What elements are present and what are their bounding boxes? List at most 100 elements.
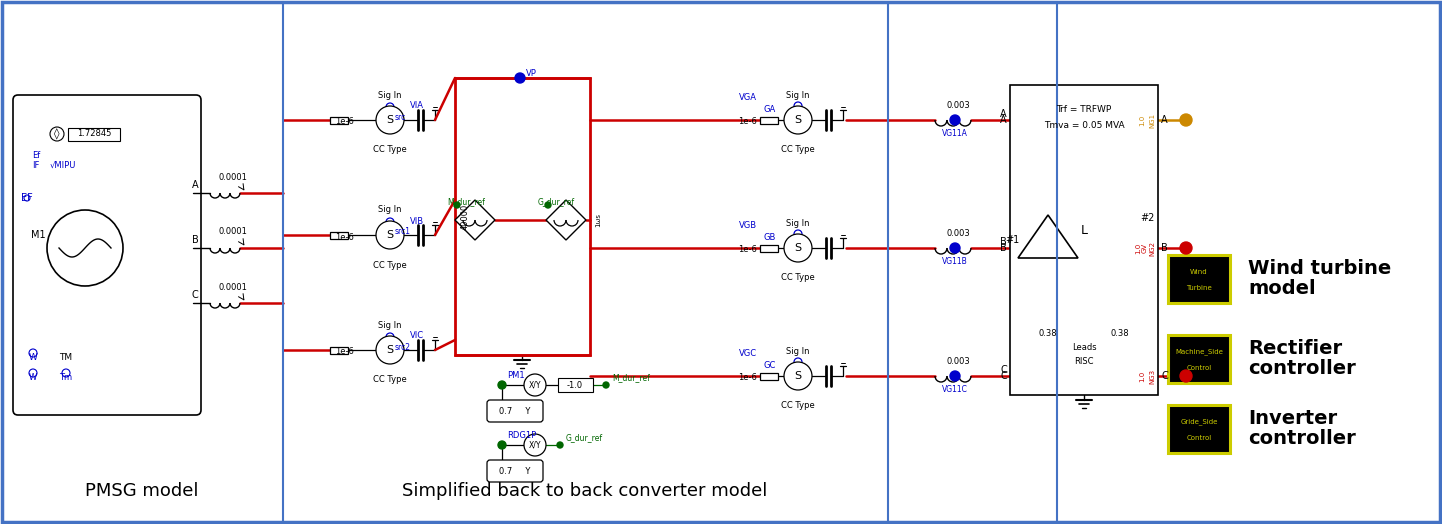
Text: PM1: PM1 <box>508 370 525 379</box>
Circle shape <box>515 73 525 83</box>
Text: Trf = TRFWP: Trf = TRFWP <box>1057 105 1112 115</box>
Circle shape <box>795 102 802 110</box>
FancyBboxPatch shape <box>487 460 544 482</box>
Circle shape <box>523 434 547 456</box>
Text: Sig In: Sig In <box>786 91 810 100</box>
Circle shape <box>545 202 551 208</box>
Circle shape <box>386 333 394 341</box>
Bar <box>1168 405 1230 453</box>
Text: TM: TM <box>59 354 72 363</box>
Text: 0.38: 0.38 <box>1110 329 1129 337</box>
Text: NG3: NG3 <box>1149 368 1155 384</box>
Text: 1e-6: 1e-6 <box>738 117 757 126</box>
Text: B: B <box>1001 237 1007 247</box>
Text: Sig In: Sig In <box>786 346 810 355</box>
Text: CC Type: CC Type <box>782 146 815 155</box>
Text: CC Type: CC Type <box>373 376 407 385</box>
Circle shape <box>523 374 547 396</box>
Text: Turbine: Turbine <box>1187 285 1211 291</box>
Text: Wind: Wind <box>1190 269 1208 275</box>
Polygon shape <box>547 200 585 240</box>
Text: 1.0: 1.0 <box>1139 114 1145 126</box>
Text: 0.7     Y: 0.7 Y <box>499 407 531 416</box>
Bar <box>68 128 120 141</box>
Text: Wind turbine: Wind turbine <box>1247 258 1392 278</box>
Text: M_dur_ref: M_dur_ref <box>447 198 485 206</box>
Text: 1e-6: 1e-6 <box>738 374 757 383</box>
Text: 0.003: 0.003 <box>946 102 970 111</box>
Text: VG11A: VG11A <box>942 128 968 137</box>
Circle shape <box>386 218 394 226</box>
Text: NG2: NG2 <box>1149 241 1155 256</box>
Text: VIC: VIC <box>410 332 424 341</box>
Text: src: src <box>395 113 407 122</box>
Circle shape <box>795 358 802 366</box>
Circle shape <box>950 115 960 125</box>
Text: RDG1P: RDG1P <box>508 431 536 440</box>
Text: GB: GB <box>764 233 776 242</box>
Text: Inverter: Inverter <box>1247 409 1337 428</box>
Text: GV: GV <box>1142 243 1148 253</box>
Bar <box>558 378 593 392</box>
Circle shape <box>795 230 802 238</box>
Text: √MIPU: √MIPU <box>50 160 76 169</box>
Text: PMSG model: PMSG model <box>85 482 199 500</box>
Text: S: S <box>386 230 394 240</box>
Text: VP: VP <box>526 69 536 78</box>
Text: VIB: VIB <box>410 216 424 225</box>
Text: 0.7     Y: 0.7 Y <box>499 466 531 475</box>
Text: Ef: Ef <box>32 150 40 159</box>
Text: NG1: NG1 <box>1149 113 1155 127</box>
Text: 1e-6: 1e-6 <box>336 117 355 126</box>
Text: VGC: VGC <box>738 350 757 358</box>
Bar <box>456 78 590 355</box>
Text: src1: src1 <box>395 227 411 236</box>
Text: W: W <box>29 374 37 383</box>
Text: A: A <box>192 180 199 190</box>
Text: -1.0: -1.0 <box>567 380 583 389</box>
Text: 0.003: 0.003 <box>946 230 970 238</box>
Text: S: S <box>386 115 394 125</box>
Text: Sig In: Sig In <box>378 205 402 214</box>
Text: M1: M1 <box>30 230 45 240</box>
Text: RISC: RISC <box>1074 357 1093 366</box>
Circle shape <box>784 106 812 134</box>
Text: C: C <box>192 290 199 300</box>
Text: 1.72845: 1.72845 <box>76 129 111 138</box>
Text: IF: IF <box>32 160 39 169</box>
Text: GA: GA <box>764 104 776 114</box>
Text: A: A <box>1161 115 1168 125</box>
Circle shape <box>376 106 404 134</box>
Bar <box>760 373 779 379</box>
Text: Gride_Side: Gride_Side <box>1181 419 1217 425</box>
Text: C: C <box>1161 371 1168 381</box>
Text: CC Type: CC Type <box>782 401 815 410</box>
Circle shape <box>48 210 123 286</box>
Circle shape <box>62 369 71 377</box>
Text: 1.0: 1.0 <box>1135 243 1141 254</box>
Text: Simplified back to back converter model: Simplified back to back converter model <box>402 482 767 500</box>
Polygon shape <box>1018 215 1079 258</box>
Circle shape <box>376 221 404 249</box>
Polygon shape <box>456 200 495 240</box>
Bar <box>760 245 779 252</box>
Text: Tmva = 0.05 MVA: Tmva = 0.05 MVA <box>1044 121 1125 129</box>
Text: CC Type: CC Type <box>373 146 407 155</box>
Circle shape <box>386 103 394 111</box>
Text: A: A <box>1001 115 1007 125</box>
Text: 1e-6: 1e-6 <box>336 347 355 356</box>
Text: controller: controller <box>1247 359 1355 378</box>
Text: C: C <box>1001 371 1007 381</box>
Text: ◊: ◊ <box>55 128 59 140</box>
Text: M_dur_ref: M_dur_ref <box>611 374 650 383</box>
Text: 1e-6: 1e-6 <box>738 246 757 255</box>
Text: 1ωs: 1ωs <box>596 213 601 227</box>
FancyBboxPatch shape <box>487 400 544 422</box>
Bar <box>330 346 348 354</box>
Circle shape <box>557 442 562 448</box>
Text: CC Type: CC Type <box>782 274 815 282</box>
Circle shape <box>603 382 609 388</box>
Text: VG11B: VG11B <box>942 257 968 266</box>
Text: VIA: VIA <box>410 102 424 111</box>
Text: 1.0: 1.0 <box>1139 370 1145 381</box>
